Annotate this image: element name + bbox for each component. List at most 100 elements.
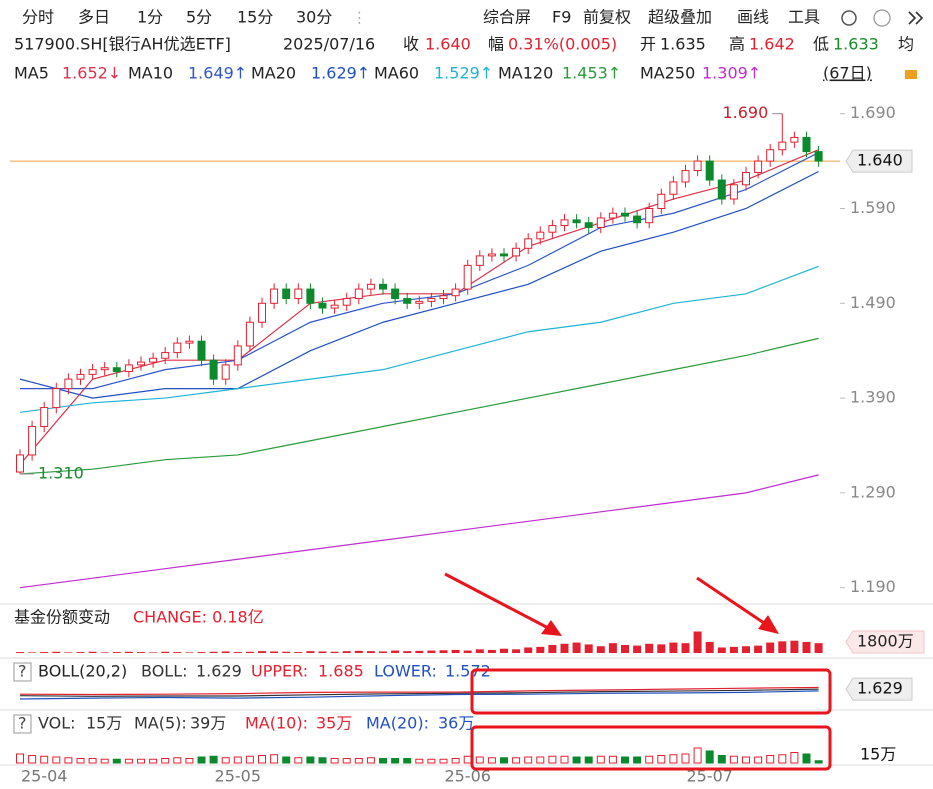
- volume-bar: [52, 756, 61, 764]
- share-bar: [475, 649, 484, 653]
- volume-bar: [439, 758, 448, 764]
- y-tick-label: 1.290: [850, 482, 896, 501]
- share-bar: [645, 643, 654, 653]
- candle-body: [475, 255, 484, 266]
- panel-legend: CHANGE: 0.18亿: [133, 608, 264, 627]
- volume-bar: [693, 747, 702, 764]
- tool-button[interactable]: F9: [552, 8, 571, 27]
- candle-body: [778, 141, 787, 151]
- min-label: 1.310: [38, 463, 84, 482]
- share-bar: [754, 645, 763, 653]
- volume-bar: [76, 758, 85, 764]
- candle-body: [500, 253, 508, 257]
- quote-close-label: 收: [403, 35, 419, 54]
- quote-low-label: 低: [813, 35, 829, 54]
- help-box[interactable]: [13, 662, 32, 682]
- share-bar: [463, 650, 472, 653]
- arrow: [696, 576, 771, 629]
- value-flag: [845, 677, 913, 701]
- volume-bar: [40, 755, 49, 764]
- expand-icon[interactable]: [908, 11, 924, 25]
- gear-icon[interactable]: [841, 10, 857, 26]
- lock-icon[interactable]: [905, 70, 917, 79]
- volume-bar: [717, 755, 726, 764]
- candle-body: [100, 367, 109, 371]
- share-bar: [548, 645, 557, 653]
- share-bar: [742, 646, 750, 653]
- volume-bar: [608, 755, 617, 764]
- value-flag-label: 15万: [860, 745, 896, 764]
- help-box[interactable]: [13, 714, 32, 734]
- period-tab[interactable]: 分时: [22, 8, 54, 27]
- quote-open-label: 开: [640, 35, 656, 54]
- indicator-line: [19, 690, 819, 700]
- candle-body: [415, 300, 424, 304]
- highlight-box: [470, 725, 832, 771]
- volume-bar: [342, 758, 351, 764]
- help-icon[interactable]: [873, 9, 891, 27]
- candle-body: [524, 238, 533, 249]
- candle-body: [608, 212, 617, 219]
- y-tick-flag: [845, 630, 925, 654]
- share-bar: [657, 644, 666, 653]
- legend-name: MA(10):: [245, 714, 308, 733]
- share-bar: [354, 650, 363, 653]
- candle-body: [258, 302, 266, 323]
- x-tick-label: 25-07: [686, 767, 733, 786]
- tool-button[interactable]: 综合屏: [483, 8, 531, 27]
- volume-bar: [548, 755, 557, 764]
- volume-bar: [233, 756, 242, 764]
- volume-bar: [802, 753, 811, 764]
- quote-open: 1.635: [660, 35, 706, 54]
- share-bar: [28, 652, 37, 653]
- candle-body: [391, 288, 400, 300]
- legend-value: 1.629↑: [311, 64, 370, 83]
- share-bar: [729, 646, 738, 653]
- period-tab[interactable]: 30分: [296, 8, 332, 27]
- share-bar: [112, 652, 121, 653]
- legend-value: 1.652↓: [62, 64, 121, 83]
- period-tab[interactable]: 1分: [137, 8, 163, 27]
- share-bar: [705, 641, 714, 653]
- candle-body: [633, 215, 642, 224]
- tool-button[interactable]: 前复权: [583, 8, 631, 27]
- period-tab[interactable]: 15分: [237, 8, 273, 27]
- candle-body: [451, 288, 460, 297]
- share-bar: [596, 646, 605, 653]
- share-bar: [161, 651, 170, 653]
- share-bar: [379, 651, 387, 653]
- period-tab[interactable]: 5分: [186, 8, 212, 27]
- tool-button[interactable]: 超级叠加: [648, 8, 712, 27]
- candle-body: [16, 454, 24, 473]
- candle-body: [742, 171, 750, 186]
- share-bar: [608, 643, 617, 653]
- share-bar: [330, 651, 339, 653]
- legend-value: 39万: [190, 714, 226, 733]
- value-flag-label: 1.629: [857, 679, 903, 698]
- share-bar: [451, 649, 460, 653]
- price-flag-label: 1.640: [857, 151, 903, 170]
- share-bar: [366, 651, 375, 653]
- volume-bar: [705, 750, 714, 764]
- quote-avg-label: 均: [898, 35, 914, 54]
- legend-value: 1.629: [196, 662, 242, 681]
- indicator-line: [19, 688, 819, 697]
- share-bar: [512, 649, 521, 653]
- volume-bar: [197, 756, 206, 764]
- settings-icon[interactable]: ⋮: [352, 9, 367, 27]
- period-tab[interactable]: 多日: [78, 8, 110, 27]
- tool-button[interactable]: 工具: [788, 8, 820, 27]
- tool-button[interactable]: 画线: [737, 8, 769, 27]
- share-bar: [814, 643, 823, 653]
- help-label: ?: [18, 714, 27, 733]
- y-tick-label: 1.590: [850, 198, 896, 217]
- panel-title: 基金份额变动: [14, 608, 110, 627]
- candle-body: [379, 283, 387, 290]
- quote-high: 1.642: [749, 35, 795, 54]
- volume-bar: [149, 758, 158, 764]
- candle-body: [560, 219, 569, 227]
- price-flag: [845, 149, 913, 173]
- candle-body: [330, 304, 339, 309]
- candle-body: [802, 136, 811, 153]
- share-bar: [40, 652, 49, 653]
